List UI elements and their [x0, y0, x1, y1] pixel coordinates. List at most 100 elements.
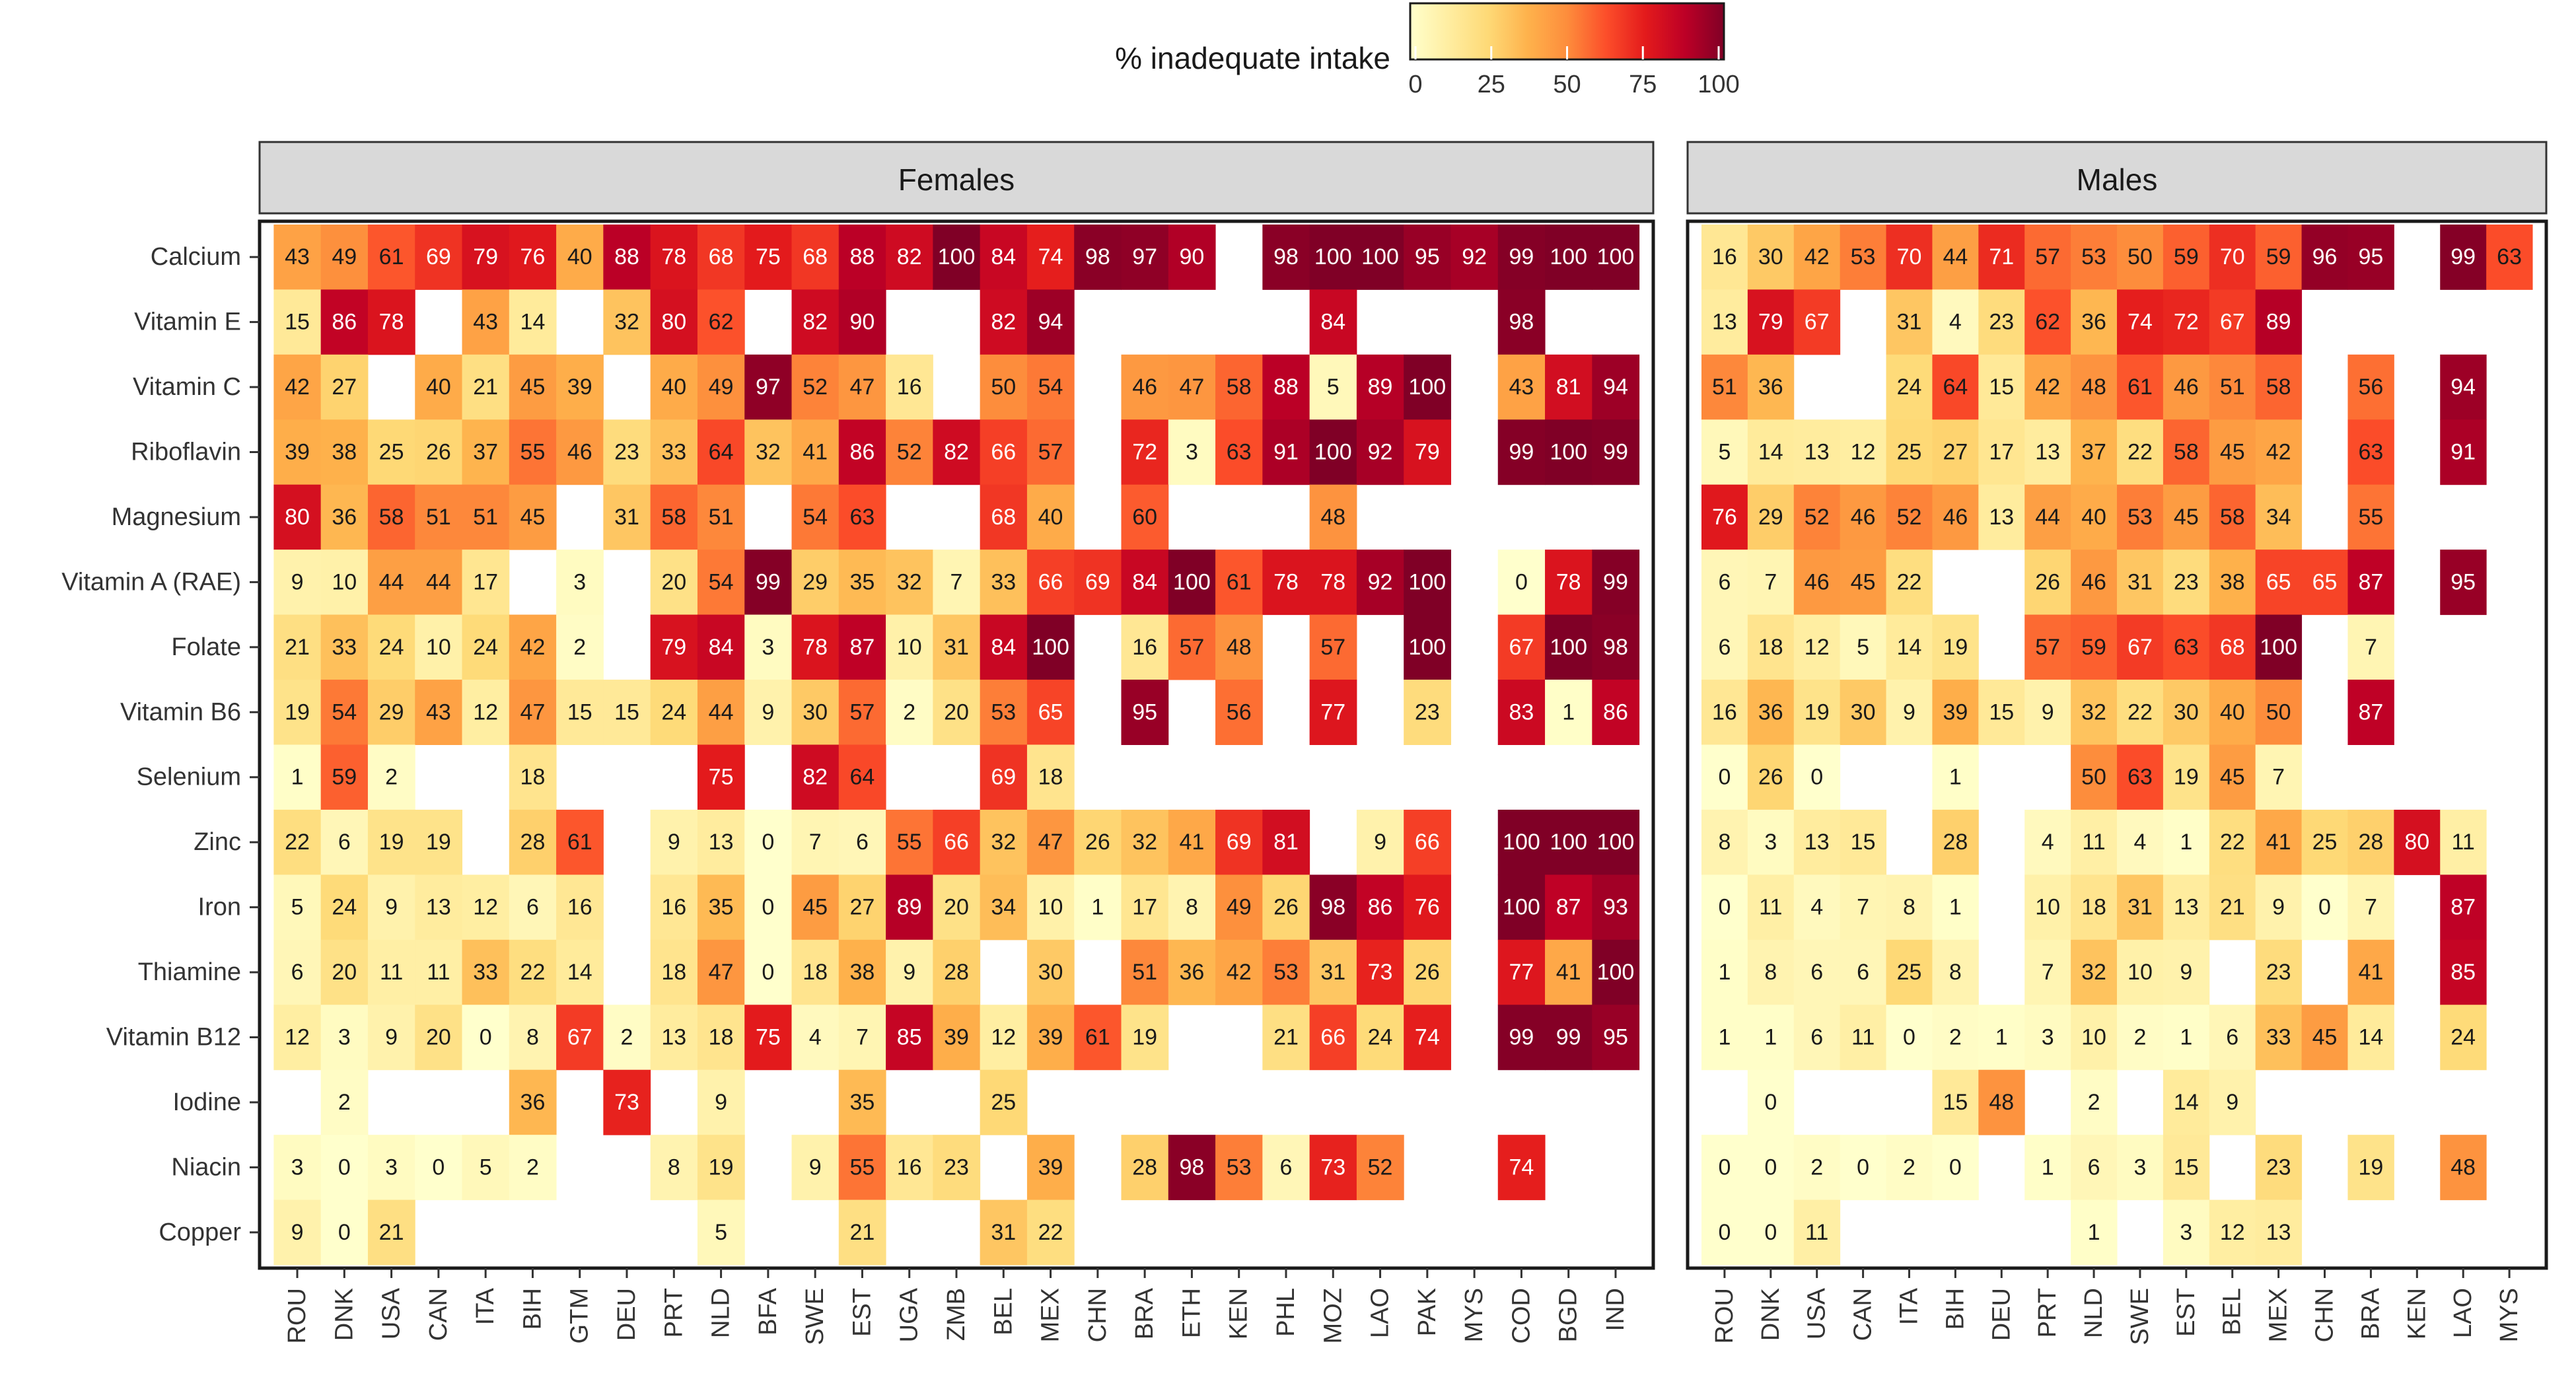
heatmap-cell [697, 289, 745, 355]
heatmap-cell [1932, 484, 1979, 550]
heatmap-cell [2255, 614, 2303, 680]
heatmap-cell [1121, 614, 1169, 680]
heatmap-cell [1978, 224, 2025, 290]
heatmap-cell [1168, 419, 1216, 485]
cell-value-label: 100 [1361, 244, 1399, 269]
heatmap-cell [462, 680, 510, 745]
heatmap-cell [1701, 874, 1748, 941]
heatmap-cell [697, 614, 745, 680]
x-tick-label: BEL [989, 1288, 1017, 1335]
heatmap-cell [1497, 550, 1546, 616]
cell-value-label: 61 [2128, 374, 2153, 400]
heatmap-cell [2255, 484, 2303, 550]
heatmap-cell [1497, 874, 1546, 941]
cell-value-label: 22 [1897, 569, 1922, 594]
heatmap-cell [273, 224, 322, 290]
cell-value-label: 17 [1989, 439, 2014, 464]
cell-value-label: 9 [903, 960, 915, 985]
heatmap-cell [509, 1005, 557, 1071]
heatmap-cell [697, 874, 745, 941]
heatmap-cell [697, 809, 745, 875]
heatmap-cell [838, 289, 886, 355]
heatmap-cell [509, 874, 557, 941]
cell-value-label: 70 [1897, 244, 1922, 269]
heatmap-cell [2117, 680, 2164, 745]
cell-value-label: 75 [756, 1025, 781, 1050]
heatmap-cell [462, 614, 510, 680]
cell-value-label: 18 [2081, 895, 2106, 920]
cell-value-label: 7 [1857, 895, 1869, 920]
heatmap-cell [2071, 419, 2118, 485]
cell-value-label: 13 [1805, 439, 1830, 464]
cell-value-label: 84 [991, 635, 1016, 660]
heatmap-cell [462, 939, 510, 1005]
heatmap-cell [2255, 744, 2303, 810]
cell-value-label: 86 [1603, 699, 1628, 725]
heatmap-cell [2347, 1135, 2394, 1201]
cell-value-label: 8 [1949, 960, 1962, 985]
heatmap-cell [980, 289, 1028, 355]
cell-value-label: 42 [285, 374, 310, 400]
heatmap-cell [1026, 874, 1075, 941]
heatmap-cell [1215, 809, 1263, 875]
cell-value-label: 0 [1718, 765, 1731, 790]
cell-value-label: 100 [2260, 635, 2297, 660]
heatmap-cell [838, 874, 886, 941]
heatmap-cell [697, 1005, 745, 1071]
cell-value-label: 56 [2358, 374, 2383, 400]
cell-value-label: 36 [332, 505, 357, 530]
x-tick-label: CHN [1084, 1288, 1112, 1342]
cell-value-label: 74 [1509, 1155, 1534, 1180]
heatmap-cell [1545, 809, 1592, 875]
cell-value-label: 47 [1180, 374, 1205, 400]
heatmap-cell [933, 680, 981, 745]
heatmap-cell [2163, 224, 2210, 290]
cell-value-label: 100 [1314, 439, 1352, 464]
heatmap-cell [2117, 484, 2164, 550]
heatmap-cell [1701, 939, 1748, 1005]
cell-value-label: 51 [2220, 374, 2245, 400]
heatmap-cell [886, 680, 933, 745]
heatmap-cell [791, 224, 840, 290]
heatmap-cells-females: 43 49 61 69 79 76 40 88 78 68 75 68 88 82 100 84 74 98 97 9… [273, 224, 1640, 1265]
cell-value-label: 84 [1132, 569, 1157, 594]
cell-value-label: 33 [991, 569, 1016, 594]
heatmap-cell [744, 550, 793, 616]
heatmap-cell [1840, 939, 1887, 1005]
cell-value-label: 25 [1897, 960, 1922, 985]
heatmap-cell [933, 1135, 981, 1201]
heatmap-cell [1121, 939, 1169, 1005]
cell-value-label: 50 [2081, 765, 2106, 790]
heatmap-cell [1074, 1005, 1122, 1071]
heatmap-cell [1793, 680, 1841, 745]
cell-value-label: 77 [1509, 960, 1534, 985]
heatmap-cell [697, 680, 745, 745]
heatmap-cell [980, 874, 1028, 941]
cell-value-label: 6 [856, 830, 869, 855]
cell-value-label: 66 [1320, 1025, 1345, 1050]
cell-value-label: 78 [1320, 569, 1345, 594]
colorbar-tick-label: 0 [1408, 71, 1422, 98]
heatmap-cell [509, 614, 557, 680]
heatmap-cell [1932, 224, 1979, 290]
cell-value-label: 0 [2318, 895, 2331, 920]
cell-value-label: 48 [1989, 1090, 2014, 1115]
cell-value-label: 28 [520, 830, 546, 855]
heatmap-cell [1886, 354, 1933, 420]
heatmap-cell [1356, 224, 1404, 290]
heatmap-cell [650, 614, 698, 680]
cell-value-label: 16 [1712, 699, 1737, 725]
heatmap-cell [1309, 419, 1357, 485]
heatmap-cell [462, 1005, 510, 1071]
cell-value-label: 6 [1718, 569, 1731, 594]
cell-value-label: 10 [2081, 1025, 2106, 1050]
heatmap-cell [1701, 224, 1748, 290]
cell-value-label: 6 [1857, 960, 1869, 985]
cell-value-label: 29 [803, 569, 828, 594]
heatmap-cell [1497, 809, 1546, 875]
x-tick-label: BRA [1131, 1287, 1159, 1339]
cell-value-label: 67 [2220, 310, 2245, 335]
cell-value-label: 18 [709, 1025, 734, 1050]
cell-value-label: 20 [944, 895, 969, 920]
heatmap-cell [2163, 874, 2210, 941]
